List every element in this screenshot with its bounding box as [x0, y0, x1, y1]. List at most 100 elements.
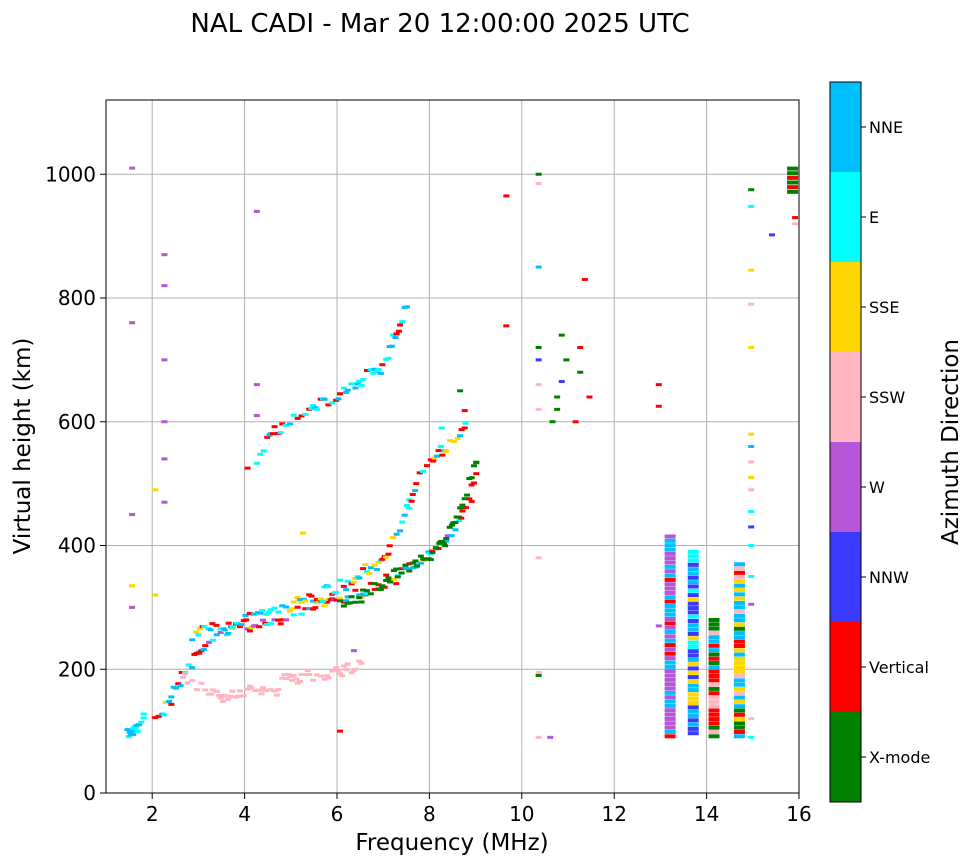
echo-column-mark: [708, 665, 720, 670]
echo-mark: [348, 582, 355, 586]
echo-column-mark: [733, 592, 745, 597]
x-tick-label: 14: [694, 802, 719, 826]
colorbar-swatch: [830, 622, 861, 712]
echo-mark: [385, 356, 392, 360]
y-tick-label: 1000: [45, 162, 96, 186]
echo-mark: [333, 598, 340, 602]
echo-mark: [283, 423, 290, 427]
echo-mark: [161, 253, 168, 257]
echo-mark: [152, 716, 159, 720]
echo-column-mark: [664, 547, 676, 552]
echo-mark: [286, 422, 293, 426]
echo-mark: [246, 612, 253, 616]
echo-mark: [323, 674, 330, 678]
echo-mark: [356, 576, 363, 580]
echo-column-mark: [687, 593, 699, 598]
echo-column-mark: [664, 690, 676, 695]
echo-mark: [175, 682, 182, 686]
echo-column-mark: [708, 708, 720, 713]
echo-mark: [279, 422, 286, 426]
echo-mark: [323, 600, 330, 604]
echo-column-mark: [733, 618, 745, 623]
echo-column-mark: [664, 630, 676, 635]
echo-mark: [385, 576, 392, 580]
echo-mark: [223, 694, 230, 698]
echo-mark: [178, 671, 185, 675]
echo-column-mark: [687, 640, 699, 645]
y-axis-label: Virtual height (km): [10, 338, 36, 555]
echo-column-mark: [687, 554, 699, 559]
echo-mark: [447, 439, 454, 443]
echo-column-mark: [787, 189, 799, 194]
echo-mark: [577, 370, 584, 374]
echo-mark: [442, 544, 449, 548]
echo-mark: [189, 679, 196, 683]
colorbar-swatch: [830, 712, 861, 802]
echo-mark: [748, 509, 755, 513]
echo-mark: [193, 688, 200, 692]
echo-mark: [298, 414, 305, 418]
echo-column-mark: [687, 657, 699, 662]
echo-column-mark: [664, 660, 676, 665]
echo-mark: [189, 638, 196, 642]
echo-mark: [168, 702, 175, 706]
echo-column-mark: [687, 726, 699, 731]
echo-mark: [283, 677, 290, 681]
echo-column-mark: [787, 175, 799, 180]
echo-column-mark: [708, 682, 720, 687]
echo-column-mark: [664, 716, 676, 721]
echo-mark: [535, 265, 542, 269]
echo-column-mark: [733, 699, 745, 704]
echo-mark: [348, 382, 355, 386]
echo-mark: [168, 695, 175, 699]
echo-mark: [225, 621, 232, 625]
echo-mark: [285, 672, 292, 676]
echo-mark: [358, 383, 365, 387]
echo-mark: [354, 382, 361, 386]
echo-mark: [358, 661, 365, 665]
echo-column-mark: [664, 699, 676, 704]
echo-mark: [535, 383, 542, 387]
echo-mark: [343, 588, 350, 592]
echo-mark: [130, 733, 137, 737]
echo-mark: [438, 426, 445, 430]
echo-mark: [195, 633, 202, 637]
echo-mark: [367, 566, 374, 570]
echo-mark: [340, 584, 347, 588]
y-tick-label: 800: [58, 286, 96, 310]
echo-column-mark: [733, 665, 745, 670]
echo-column-mark: [687, 618, 699, 623]
echo-mark: [129, 166, 136, 170]
echo-mark: [271, 425, 278, 429]
echo-mark: [558, 333, 565, 337]
echo-column-mark: [733, 631, 745, 636]
x-tick-label: 16: [786, 802, 811, 826]
y-axis: 0 200 400 600 800 1000: [45, 162, 106, 805]
echo-column-mark: [687, 666, 699, 671]
echo-column-mark: [708, 734, 720, 739]
echo-column-mark: [664, 617, 676, 622]
echo-mark: [317, 597, 324, 601]
echo-column-mark: [687, 644, 699, 649]
echo-mark: [138, 720, 145, 724]
echo-mark: [256, 625, 263, 629]
echo-mark: [390, 333, 397, 337]
echo-column-mark: [687, 709, 699, 714]
echo-mark: [558, 380, 565, 384]
echo-column-mark: [687, 679, 699, 684]
echo-column-mark: [733, 600, 745, 605]
echo-column-mark: [664, 721, 676, 726]
echo-mark: [473, 472, 480, 476]
echo-column-mark: [733, 613, 745, 618]
echo-mark: [294, 605, 301, 609]
echo-mark: [363, 570, 370, 574]
echo-mark: [503, 194, 510, 198]
echo-mark: [217, 696, 224, 700]
echo-mark: [655, 624, 662, 628]
echo-mark: [321, 604, 328, 608]
echo-column-mark: [687, 692, 699, 697]
echo-column-mark: [708, 652, 720, 657]
echo-mark: [161, 457, 168, 461]
echo-mark: [337, 596, 343, 600]
